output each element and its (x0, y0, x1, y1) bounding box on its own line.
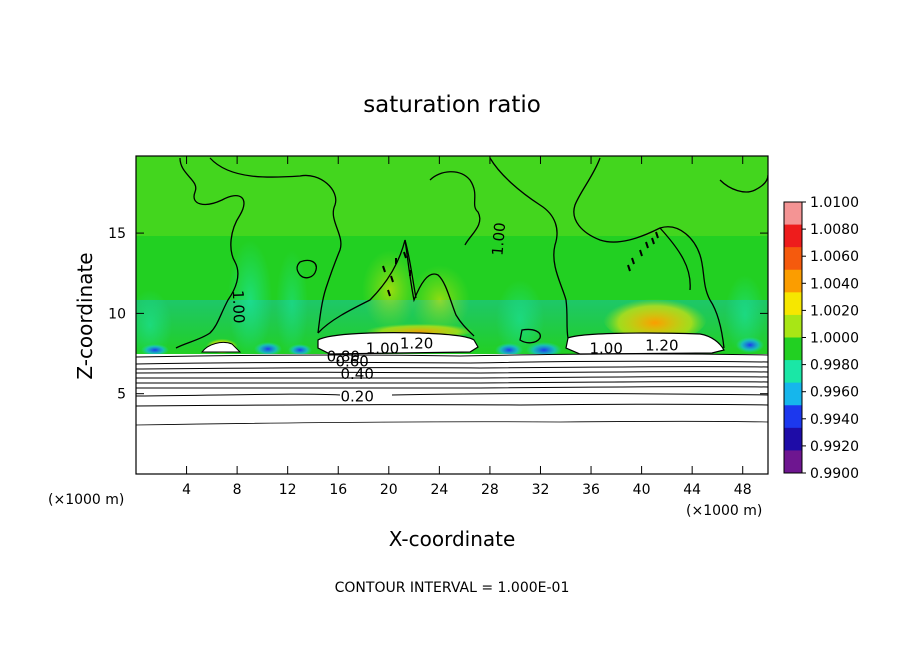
x-tick-label: 44 (683, 482, 701, 498)
x-tick-label: 36 (582, 482, 600, 498)
y-axis: 5 10 15 (108, 226, 768, 403)
colorbar-cell (784, 382, 802, 406)
colorbar-cell (784, 337, 802, 361)
x-axis-label: X-coordinate (389, 527, 516, 551)
colorbar-cell (784, 405, 802, 429)
y-tick-label: 5 (117, 387, 126, 403)
x-tick-label: 4 (182, 482, 191, 498)
colorbar-cell (784, 269, 802, 293)
contour-lines (175, 157, 768, 349)
colorbar-cell (784, 202, 802, 226)
x-tick-label: 40 (633, 482, 651, 498)
colorbar-tick-label: 0.9920 (810, 439, 859, 455)
contour-label: 1.00 (229, 290, 248, 324)
cloud-region (200, 341, 242, 353)
cloud-region (565, 332, 725, 355)
colorbar-tick-label: 1.0080 (810, 222, 859, 238)
heatmap-field: 1.001.001.00 1.20 1.00 1.200.800.600.400.20 (136, 156, 768, 474)
colorbar-tick-label: 1.0040 (810, 276, 859, 292)
y-axis-label: Z-coordinate (73, 252, 97, 379)
contour-label: 0.40 (340, 365, 373, 383)
colorbar-tick-label: 0.9980 (810, 358, 859, 374)
contour-labels: 1.001.001.00 1.20 1.00 1.200.800.600.400.20 (229, 222, 679, 406)
colorbar-tick-label: 0.9940 (810, 412, 859, 428)
x-tick-label: 24 (430, 482, 448, 498)
colorbar-tick-label: 0.9960 (810, 385, 859, 401)
colorbar-tick-label: 1.0100 (810, 195, 859, 211)
y-tick-label: 10 (108, 306, 126, 322)
colorbar-cell (784, 360, 802, 384)
contour-label: 1.00 (590, 340, 623, 358)
colorbar-cell (784, 247, 802, 271)
x-tick-label: 12 (279, 482, 297, 498)
colorbar-tick-label: 1.0060 (810, 249, 859, 265)
x-unit-label-right: (×1000 m) (686, 503, 762, 519)
colorbar-cell (784, 450, 802, 474)
contour-label: 0.20 (340, 388, 373, 406)
colorbar-cell (784, 292, 802, 316)
y-tick-label: 15 (108, 226, 126, 242)
x-tick-label: 20 (380, 482, 398, 498)
x-tick-label: 48 (734, 482, 752, 498)
contour-label: 1.20 (400, 335, 433, 353)
x-tick-label: 16 (329, 482, 347, 498)
footer-note: CONTOUR INTERVAL = 1.000E-01 (335, 580, 570, 596)
contour-label: 1.00 (488, 222, 509, 257)
x-axis: 4 8 12 16 20 24 28 32 36 40 44 48 (182, 156, 752, 498)
colorbar-tick-label: 1.0000 (810, 331, 859, 347)
contour-label: 1.20 (645, 336, 678, 354)
contour-label: 0.80 (327, 348, 360, 366)
cloud-region (317, 332, 479, 355)
x-tick-label: 32 (532, 482, 550, 498)
contour-speckles (382, 231, 659, 297)
contour-label: 0.60 (335, 352, 368, 370)
colorbar-tick-label: 1.0020 (810, 303, 859, 319)
chart-title: saturation ratio (363, 92, 541, 118)
colorbar-cell (784, 427, 802, 451)
colorbar-cell (784, 314, 802, 338)
x-tick-label: 28 (481, 482, 499, 498)
x-unit-label-left: (×1000 m) (48, 492, 124, 508)
x-tick-label: 8 (233, 482, 242, 498)
plot-frame (135, 155, 769, 475)
colorbar-tick-label: 0.9900 (810, 466, 859, 482)
colorbar-cell (784, 224, 802, 248)
contour-label: 1.00 (366, 340, 399, 358)
colorbar: 1.0100 1.0080 1.0060 1.0040 1.0020 1.0000 0.99… (783, 195, 859, 482)
